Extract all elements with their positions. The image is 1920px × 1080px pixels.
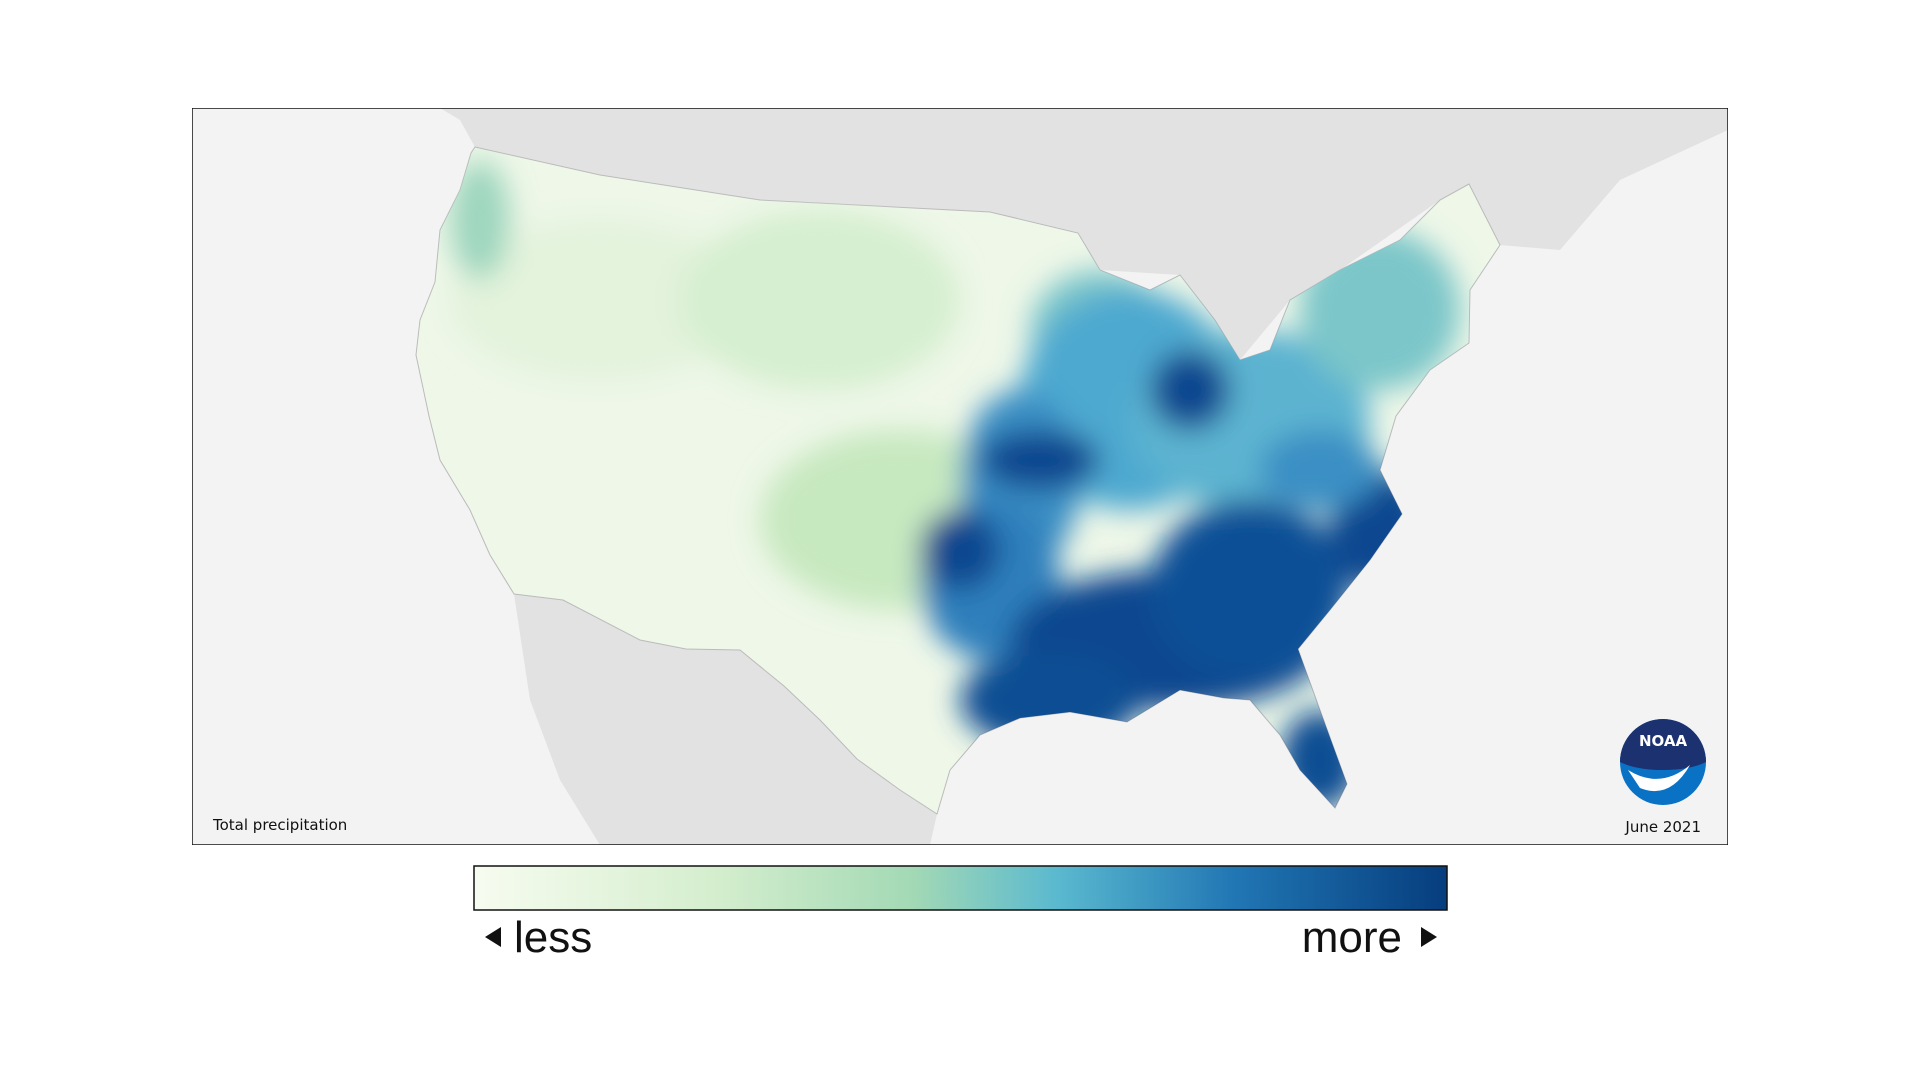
legend-high: more xyxy=(1302,913,1402,962)
canada xyxy=(440,108,1728,360)
map: Total precipitation June 2021 NOAA xyxy=(192,108,1728,845)
legend-low: less xyxy=(514,913,592,962)
color-scale xyxy=(473,865,1448,911)
map-title: Total precipitation xyxy=(212,816,347,834)
arrow-left xyxy=(485,927,501,947)
arrow-right xyxy=(1421,927,1437,947)
legend: less more xyxy=(473,865,1448,962)
mexico xyxy=(514,594,937,845)
map-date: June 2021 xyxy=(1624,818,1701,836)
logo-text: NOAA xyxy=(1639,732,1688,750)
noaa-logo: NOAA xyxy=(1620,719,1706,805)
precipitation-field xyxy=(450,160,1460,810)
